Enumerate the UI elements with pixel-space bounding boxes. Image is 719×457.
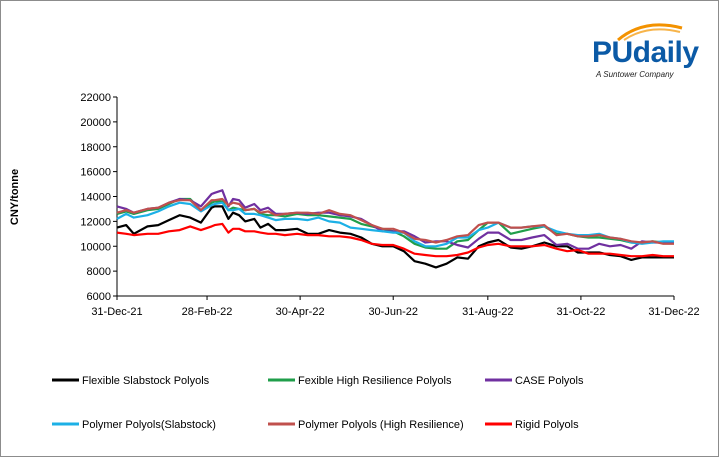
legend: Flexible Slabstock Polyols Fexible High R… <box>52 375 584 431</box>
legend-label-4: Polymer Polyols(Slabstock) <box>82 419 216 431</box>
series-line-6 <box>116 222 674 258</box>
y-tick-label: 20000 <box>80 117 111 129</box>
y-tick-label: 12000 <box>80 216 111 228</box>
y-tick-label: 18000 <box>80 142 111 154</box>
legend-label-5: Polymer Polyols (High Resilience) <box>298 419 464 431</box>
y-tick-label: 8000 <box>87 266 111 278</box>
legend-label-6: Rigid Polyols <box>515 419 579 431</box>
y-axis-label: CNY/tonne <box>9 169 21 225</box>
y-axis: 6000 8000 10000 12000 14000 16000 18000 20000 22… <box>80 92 118 303</box>
y-tick-label: 14000 <box>80 192 111 204</box>
x-tick-label: 30-Jun-22 <box>368 306 418 318</box>
y-tick-label: 16000 <box>80 167 111 179</box>
y-tick-label: 22000 <box>80 92 111 104</box>
logo-arc-icon <box>617 23 683 42</box>
y-tick-label: 10000 <box>80 241 111 253</box>
series-line-5 <box>116 197 674 245</box>
y-tick-label: 6000 <box>87 291 111 303</box>
x-tick-label: 31-Dec-21 <box>91 306 142 318</box>
x-tick-label: 30-Apr-22 <box>276 306 325 318</box>
x-tick-label: 28-Feb-22 <box>182 306 233 318</box>
x-axis: 31-Dec-21 28-Feb-22 30-Apr-22 30-Jun-22 31-A… <box>91 295 700 318</box>
x-tick-label: 31-Dec-22 <box>648 306 699 318</box>
legend-label-3: CASE Polyols <box>515 375 584 387</box>
series-layer <box>116 189 674 269</box>
legend-label-1: Flexible Slabstock Polyols <box>82 375 210 387</box>
logo-tagline: A Suntower Company <box>596 70 674 79</box>
x-tick-label: 31-Oct-22 <box>556 306 605 318</box>
series-line-3 <box>116 189 674 250</box>
pudaily-logo: PUdaily A Suntower Company <box>588 18 700 82</box>
logo-brand: PUdaily <box>592 36 699 69</box>
legend-label-2: Fexible High Resilience Polyols <box>298 375 452 387</box>
x-tick-label: 31-Aug-22 <box>462 306 513 318</box>
